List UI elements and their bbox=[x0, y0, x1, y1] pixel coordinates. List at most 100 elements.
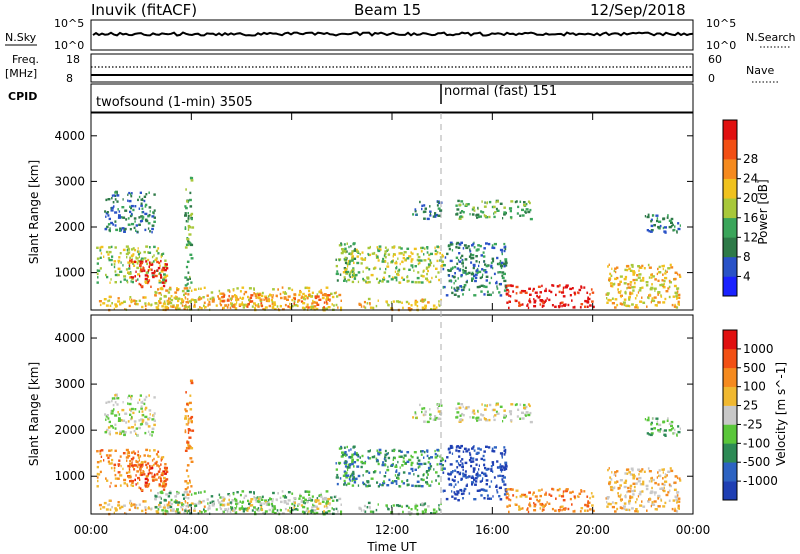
echo-cell bbox=[379, 483, 381, 486]
echo-cell bbox=[476, 416, 480, 419]
echo-cell bbox=[643, 267, 646, 270]
echo-cell bbox=[650, 220, 653, 223]
echo-cell bbox=[299, 291, 302, 294]
echo-cell bbox=[435, 479, 437, 482]
echo-cell bbox=[121, 227, 125, 230]
echo-cell bbox=[163, 499, 167, 502]
freq-label: Freq. bbox=[12, 53, 39, 66]
echo-cell bbox=[140, 401, 143, 404]
echo-cell bbox=[130, 195, 133, 198]
echo-cell bbox=[668, 489, 671, 492]
echo-cell bbox=[153, 415, 155, 418]
echo-cell bbox=[207, 304, 209, 307]
echo-cell bbox=[149, 262, 151, 266]
echo-cell bbox=[219, 299, 223, 302]
echo-cell bbox=[497, 466, 501, 469]
echo-cell bbox=[554, 509, 557, 512]
echo-cell bbox=[425, 481, 428, 484]
colorbar-segment bbox=[723, 443, 737, 463]
echo-cell bbox=[103, 459, 105, 462]
echo-cell bbox=[501, 478, 504, 481]
echo-cell bbox=[505, 285, 507, 288]
colorbar-segment bbox=[723, 405, 737, 425]
echo-cell bbox=[493, 272, 496, 276]
echo-cell bbox=[125, 421, 128, 424]
echo-cell bbox=[461, 210, 464, 213]
echo-cell bbox=[157, 247, 160, 250]
echo-cell bbox=[232, 509, 234, 512]
echo-cell bbox=[497, 474, 499, 478]
echo-cell bbox=[674, 303, 676, 307]
echo-cell bbox=[369, 302, 371, 305]
echo-cell bbox=[356, 465, 360, 468]
echo-cell bbox=[272, 288, 275, 291]
echo-cell bbox=[151, 427, 155, 430]
echo-cell bbox=[414, 411, 417, 414]
colorbar-tick-label: 16 bbox=[743, 211, 758, 225]
freq-tick-bottom: 8 bbox=[66, 72, 73, 85]
echo-cell bbox=[117, 273, 120, 277]
echo-cell bbox=[325, 511, 328, 514]
echo-cell bbox=[673, 481, 675, 484]
echo-cell bbox=[250, 504, 254, 507]
echo-cell bbox=[311, 291, 314, 294]
echo-cell bbox=[271, 306, 275, 309]
echo-cell bbox=[473, 209, 476, 212]
echo-cell bbox=[162, 488, 166, 491]
echo-cell bbox=[347, 463, 349, 466]
echo-cell bbox=[379, 279, 381, 283]
echo-cell bbox=[537, 285, 541, 288]
echo-cell bbox=[284, 291, 286, 294]
echo-cell bbox=[249, 500, 253, 503]
colorbar-tick-label: 28 bbox=[743, 152, 758, 166]
echo-cell bbox=[263, 502, 265, 505]
echo-cell bbox=[183, 512, 186, 515]
echo-cell bbox=[152, 260, 155, 263]
echo-cell bbox=[152, 414, 155, 417]
echo-cell bbox=[462, 405, 464, 409]
echo-cell bbox=[483, 463, 486, 466]
echo-cell bbox=[347, 260, 349, 263]
echo-cell bbox=[459, 215, 463, 218]
echo-cell bbox=[154, 478, 158, 481]
echo-cell bbox=[652, 503, 656, 506]
echo-cell bbox=[157, 508, 160, 511]
echo-cell bbox=[123, 278, 126, 281]
echo-cell bbox=[183, 308, 186, 311]
echo-cell bbox=[362, 270, 364, 273]
echo-cell bbox=[237, 502, 240, 505]
echo-cell bbox=[129, 296, 132, 299]
echo-cell bbox=[269, 294, 273, 297]
echo-cell bbox=[230, 508, 233, 511]
echo-cell bbox=[114, 281, 117, 284]
echo-cell bbox=[177, 511, 180, 514]
echo-cell bbox=[419, 403, 421, 407]
echo-cell bbox=[667, 287, 670, 290]
echo-cell bbox=[635, 482, 638, 485]
echo-cell bbox=[674, 277, 677, 281]
echo-cell bbox=[631, 265, 634, 268]
echo-cell bbox=[611, 267, 613, 270]
echo-cell bbox=[127, 464, 131, 468]
echo-cell bbox=[306, 507, 309, 510]
echo-cell bbox=[465, 203, 468, 206]
colorbar-segment bbox=[723, 424, 737, 444]
echo-cell bbox=[296, 303, 298, 307]
echo-cell bbox=[169, 297, 172, 300]
echo-cell bbox=[137, 463, 141, 466]
echo-cell bbox=[437, 417, 440, 420]
power-colorbar-label: Power [dB] bbox=[756, 179, 770, 244]
echo-cell bbox=[606, 301, 609, 304]
echo-cell bbox=[569, 294, 572, 297]
echo-cell bbox=[503, 483, 507, 486]
echo-cell bbox=[656, 476, 658, 479]
echo-cell bbox=[344, 256, 347, 260]
echo-cell bbox=[462, 475, 465, 478]
echo-cell bbox=[382, 276, 385, 279]
echo-cell bbox=[161, 305, 164, 308]
echo-cell bbox=[293, 506, 296, 509]
echo-cell bbox=[343, 452, 347, 455]
echo-cell bbox=[641, 490, 644, 493]
echo-cell bbox=[273, 512, 277, 515]
echo-cell bbox=[165, 267, 169, 270]
